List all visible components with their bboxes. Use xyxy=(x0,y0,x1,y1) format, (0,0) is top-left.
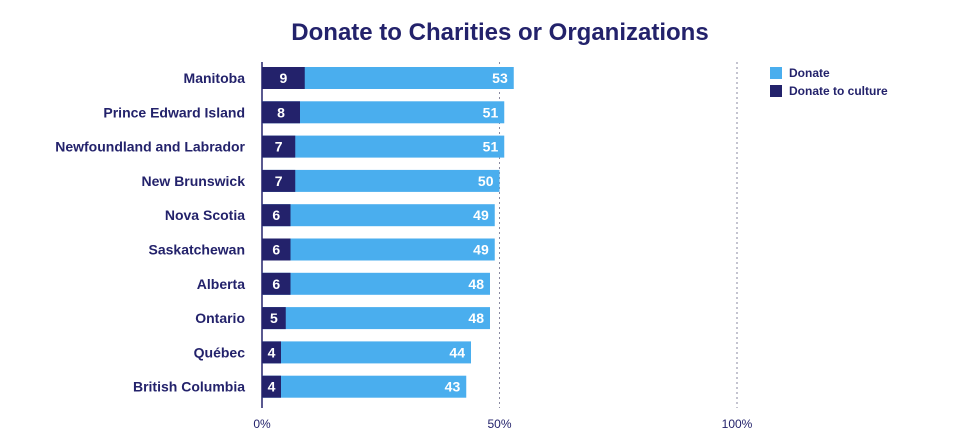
bar-donate xyxy=(262,204,495,227)
category-label: Prince Edward Island xyxy=(103,104,245,120)
bar-donate-to-culture xyxy=(262,169,296,192)
category-label: Québec xyxy=(194,344,246,360)
category-label: New Brunswick xyxy=(142,173,246,189)
x-tick-label: 50% xyxy=(487,417,511,431)
category-label: Ontario xyxy=(195,310,245,326)
data-label-donate-to-culture: 5 xyxy=(270,310,278,326)
data-label-donate: 50 xyxy=(478,173,494,189)
data-label-donate: 48 xyxy=(468,310,484,326)
category-labels: Manitoba Prince Edward Island Newfoundland… xyxy=(55,70,245,395)
data-label-donate: 48 xyxy=(468,276,484,292)
legend: Donate Donate to culture xyxy=(770,66,888,98)
bar-donate xyxy=(262,238,495,261)
category-label: Manitoba xyxy=(184,70,246,86)
category-label: Nova Scotia xyxy=(165,207,245,223)
legend-swatch xyxy=(770,67,782,79)
data-label-donate-to-culture: 6 xyxy=(272,207,280,223)
category-label: Alberta xyxy=(197,276,245,292)
bar-donate xyxy=(262,101,505,124)
bar-donate-to-culture xyxy=(262,135,296,158)
x-tick-label: 0% xyxy=(253,417,271,431)
data-label-donate-to-culture: 8 xyxy=(277,104,285,120)
data-label-donate: 49 xyxy=(473,207,489,223)
data-label-donate: 44 xyxy=(449,344,465,360)
bar-donate xyxy=(262,341,471,364)
data-label-donate: 49 xyxy=(473,242,489,258)
bar-donate-to-culture xyxy=(262,341,281,364)
legend-swatch xyxy=(770,85,782,97)
data-label-donate: 43 xyxy=(445,379,461,395)
bar-donate-to-culture xyxy=(262,307,286,330)
data-label-donate-to-culture: 7 xyxy=(275,139,283,155)
data-label-donate-to-culture: 9 xyxy=(279,70,287,86)
data-label-donate-to-culture: 6 xyxy=(272,242,280,258)
category-label: Saskatchewan xyxy=(149,242,246,258)
bar-donate xyxy=(262,375,467,398)
bar-donate xyxy=(262,272,490,295)
bar-donate-to-culture xyxy=(262,375,281,398)
bar-donate xyxy=(262,169,500,192)
bar-donate-to-culture xyxy=(262,67,305,89)
legend-label: Donate xyxy=(789,66,830,80)
category-label: Newfoundland and Labrador xyxy=(55,139,245,155)
bar-donate-to-culture xyxy=(262,238,291,261)
x-axis-ticks: 0% 50% 100% xyxy=(253,417,752,431)
data-label-donate-to-culture: 6 xyxy=(272,276,280,292)
x-tick-label: 100% xyxy=(722,417,753,431)
chart-title: Donate to Charities or Organizations xyxy=(291,19,708,46)
data-label-donate-to-culture: 4 xyxy=(268,344,276,360)
data-label-donate: 51 xyxy=(483,139,499,155)
bar-donate xyxy=(262,67,514,89)
legend-label: Donate to culture xyxy=(789,84,888,98)
bar-donate xyxy=(262,135,505,158)
data-label-donate-to-culture: 7 xyxy=(275,173,283,189)
data-label-donate: 51 xyxy=(483,104,499,120)
bar-donate xyxy=(262,307,490,330)
bar-donate-to-culture xyxy=(262,272,291,295)
data-label-donate: 53 xyxy=(492,70,508,86)
bar-donate-to-culture xyxy=(262,204,291,227)
bar-donate-to-culture xyxy=(262,101,300,124)
data-label-donate-to-culture: 4 xyxy=(268,379,276,395)
category-label: British Columbia xyxy=(133,379,245,395)
